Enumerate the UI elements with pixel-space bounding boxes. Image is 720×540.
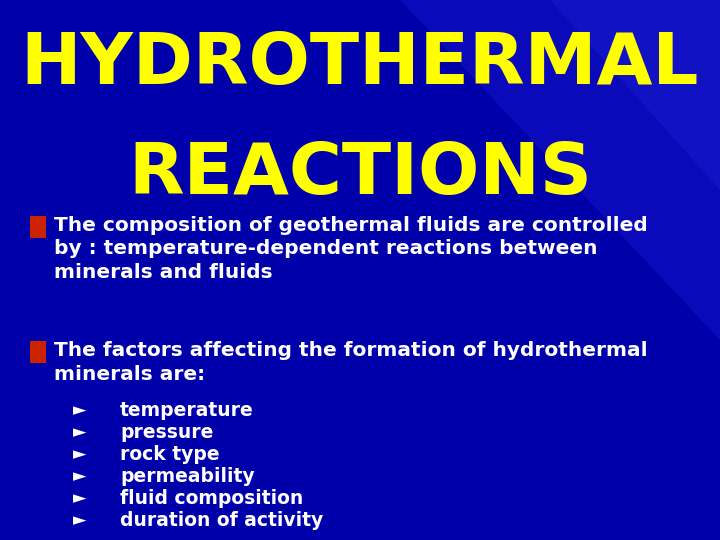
Text: ►: ► [73,467,86,485]
Text: pressure: pressure [120,422,213,442]
Text: HYDROTHERMAL: HYDROTHERMAL [21,30,699,99]
Text: REACTIONS: REACTIONS [128,140,592,209]
Text: ►: ► [73,511,86,529]
Bar [30,341,46,363]
Text: ►: ► [73,445,86,463]
Text: The composition of geothermal fluids are controlled
by : temperature-dependent r: The composition of geothermal fluids are… [54,216,648,282]
Polygon shape [550,0,720,190]
Text: ►: ► [73,489,86,507]
Text: rock type: rock type [120,444,220,463]
Polygon shape [400,0,720,340]
Text: fluid composition: fluid composition [120,489,303,508]
Bar [30,216,46,238]
Text: The factors affecting the formation of hydrothermal
minerals are:: The factors affecting the formation of h… [54,341,647,383]
Text: temperature: temperature [120,401,253,420]
Text: ►: ► [73,401,86,419]
Text: ►: ► [73,423,86,441]
Text: duration of activity: duration of activity [120,510,323,530]
Text: permeability: permeability [120,467,255,485]
